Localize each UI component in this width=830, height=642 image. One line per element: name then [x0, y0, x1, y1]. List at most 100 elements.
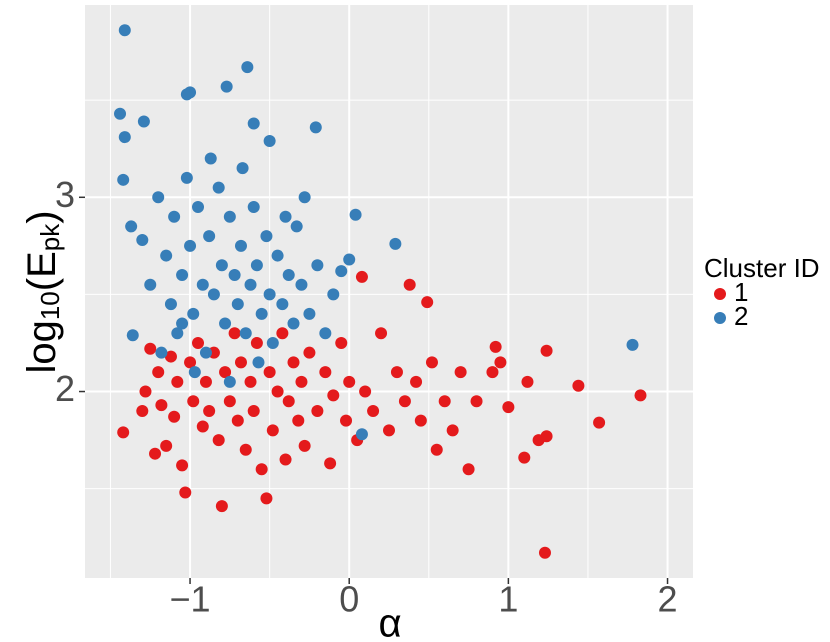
- point: [263, 366, 276, 379]
- point: [279, 210, 292, 223]
- point: [155, 346, 168, 359]
- point: [282, 395, 295, 408]
- x-tick-label: 2: [658, 579, 678, 620]
- point: [223, 395, 236, 408]
- point: [164, 350, 177, 363]
- point: [234, 239, 247, 252]
- point: [260, 230, 273, 243]
- y-title-part: (E: [20, 251, 64, 291]
- point: [192, 336, 205, 349]
- point: [231, 298, 244, 311]
- point: [228, 327, 241, 340]
- y-tick-label: 2: [55, 368, 75, 409]
- point: [470, 395, 483, 408]
- point: [126, 329, 139, 342]
- point: [335, 265, 348, 278]
- point: [231, 414, 244, 427]
- y-tick-label: 3: [55, 174, 75, 215]
- point: [136, 404, 149, 417]
- point: [309, 121, 322, 134]
- point: [241, 61, 254, 74]
- point: [144, 342, 157, 355]
- point: [383, 424, 395, 437]
- point: [367, 404, 380, 417]
- point: [223, 375, 236, 388]
- point: [188, 366, 201, 379]
- point: [137, 115, 150, 128]
- point: [118, 131, 131, 144]
- point: [199, 346, 212, 359]
- point: [139, 385, 152, 398]
- point: [118, 24, 131, 37]
- point: [266, 336, 279, 349]
- point: [425, 356, 438, 369]
- point: [160, 249, 173, 262]
- legend-label: 2: [734, 301, 748, 331]
- point: [626, 338, 639, 351]
- point: [228, 268, 241, 281]
- point: [276, 327, 289, 340]
- point: [414, 414, 427, 427]
- point: [117, 426, 130, 439]
- point: [223, 210, 236, 223]
- point: [311, 404, 324, 417]
- point: [410, 375, 423, 388]
- point: [203, 404, 216, 417]
- x-tick-label: −1: [170, 579, 211, 620]
- point: [196, 278, 209, 291]
- point: [171, 327, 184, 340]
- point: [215, 259, 228, 272]
- point: [295, 375, 308, 388]
- point: [168, 410, 181, 423]
- point: [540, 344, 553, 357]
- point: [199, 375, 212, 388]
- point: [239, 327, 252, 340]
- point: [303, 346, 316, 359]
- point: [303, 307, 316, 320]
- point: [518, 451, 531, 464]
- point: [207, 288, 220, 301]
- point: [446, 424, 459, 437]
- y-title-sub: pk: [35, 223, 65, 251]
- point: [295, 278, 308, 291]
- point: [236, 162, 249, 175]
- point: [398, 395, 411, 408]
- point: [266, 424, 279, 437]
- point: [355, 428, 368, 441]
- point: [298, 439, 311, 452]
- point: [349, 208, 362, 221]
- point: [298, 191, 311, 204]
- point: [244, 278, 257, 291]
- point: [634, 389, 647, 402]
- point: [247, 404, 260, 417]
- point: [187, 395, 200, 408]
- point: [263, 288, 276, 301]
- point: [389, 237, 402, 250]
- point: [390, 366, 403, 379]
- point: [144, 278, 157, 291]
- point: [219, 366, 232, 379]
- x-tick-label: 1: [498, 579, 518, 620]
- legend-title: Cluster ID: [704, 253, 820, 283]
- point: [250, 336, 263, 349]
- point: [319, 366, 332, 379]
- point: [204, 152, 217, 165]
- point: [196, 420, 209, 433]
- point: [234, 356, 247, 369]
- point: [164, 298, 177, 311]
- point: [319, 327, 332, 340]
- point: [572, 379, 585, 392]
- point: [359, 385, 372, 398]
- point: [282, 268, 295, 281]
- point: [255, 307, 268, 320]
- point: [212, 434, 225, 447]
- point: [184, 356, 197, 369]
- point: [180, 171, 193, 184]
- point: [271, 249, 284, 262]
- point: [179, 486, 192, 499]
- point: [494, 356, 507, 369]
- point: [247, 201, 260, 214]
- point: [430, 443, 443, 456]
- point: [212, 181, 225, 194]
- point: [192, 201, 205, 214]
